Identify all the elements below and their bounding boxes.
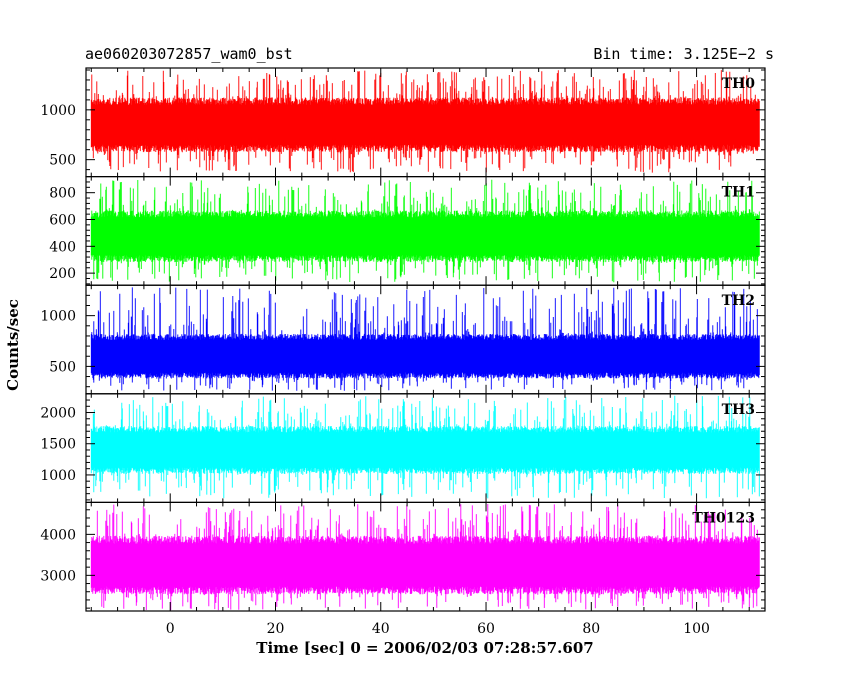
x-tick-label: 60 bbox=[477, 621, 495, 637]
y-tick-label: 1000 bbox=[40, 309, 76, 325]
panel-th1: 200 400 600 800 TH1 bbox=[49, 176, 766, 286]
panel-th0123: 3000 4000 TH0123 bbox=[40, 501, 766, 612]
y-tick-label: 1000 bbox=[40, 103, 76, 119]
x-tick-label: 0 bbox=[166, 621, 175, 637]
x-tick-label: 20 bbox=[267, 621, 285, 637]
y-tick-label: 200 bbox=[49, 266, 76, 282]
series-th0123-line bbox=[90, 504, 760, 611]
panel-label-th2: TH2 bbox=[722, 293, 755, 309]
y-tick-label: 2000 bbox=[40, 406, 76, 422]
series-th0-line bbox=[90, 70, 760, 173]
y-tick-label: 500 bbox=[49, 153, 76, 169]
x-axis-label: Time [sec] 0 = 2006/02/03 07:28:57.607 bbox=[256, 639, 593, 657]
series-th2-line bbox=[90, 287, 760, 391]
panel-label-th1: TH1 bbox=[722, 185, 755, 201]
chart-title-left: ae060203072857_wam0_bst bbox=[85, 45, 293, 63]
y-tick-label: 400 bbox=[49, 239, 76, 255]
panel-frame bbox=[85, 501, 766, 612]
panel-th3: 1000 1500 2000 TH3 bbox=[40, 393, 766, 503]
x-tick-label: 100 bbox=[683, 621, 710, 637]
y-tick-label: 4000 bbox=[40, 527, 76, 543]
panel-label-th0123: TH0123 bbox=[692, 510, 755, 526]
y-axis-label: Counts/sec bbox=[4, 299, 22, 391]
y-tick-label: 600 bbox=[49, 213, 76, 229]
y-tick-label: 800 bbox=[49, 186, 76, 202]
series-th3-line bbox=[90, 395, 760, 499]
x-tick-label: 80 bbox=[582, 621, 600, 637]
chart-title-right: Bin time: 3.125E−2 s bbox=[593, 45, 774, 63]
series-th1-line bbox=[90, 179, 760, 283]
y-tick-label: 1500 bbox=[40, 437, 76, 453]
panel-label-th3: TH3 bbox=[722, 402, 755, 418]
panel-label-th0: TH0 bbox=[722, 76, 756, 92]
panel-th0: 500 1000 TH0 bbox=[40, 67, 766, 178]
y-tick-label: 3000 bbox=[40, 568, 76, 584]
panel-th2: 500 1000 TH2 bbox=[40, 284, 766, 395]
y-tick-label: 500 bbox=[49, 359, 76, 375]
x-tick-label: 40 bbox=[372, 621, 390, 637]
y-tick-label: 1000 bbox=[40, 468, 76, 484]
x-axis: 0 20 40 60 80 100 bbox=[166, 621, 710, 637]
